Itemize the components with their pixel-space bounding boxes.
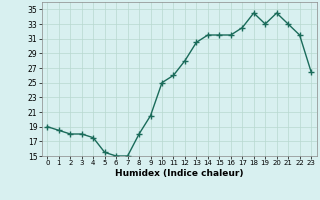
X-axis label: Humidex (Indice chaleur): Humidex (Indice chaleur) [115, 169, 244, 178]
